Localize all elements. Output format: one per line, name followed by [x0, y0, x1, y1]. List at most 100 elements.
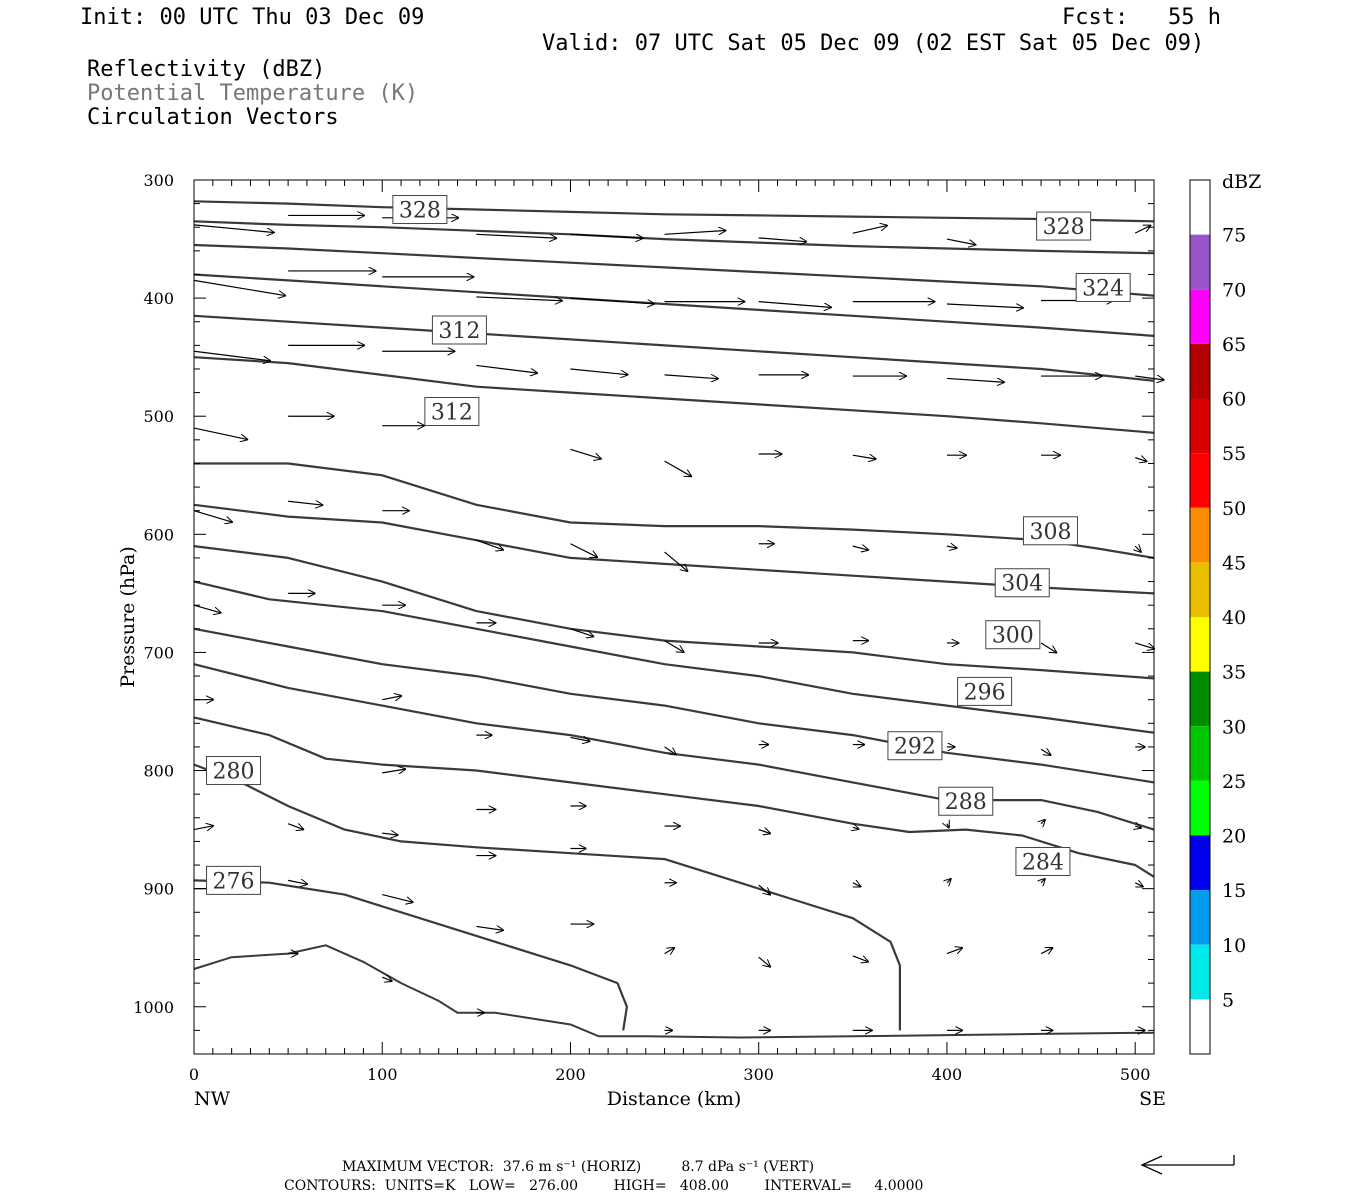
y-tick-label: 500 [143, 407, 174, 426]
contour-label: 308 [1029, 520, 1071, 545]
x-tick-label: 400 [932, 1065, 963, 1084]
circulation-vector [476, 364, 537, 373]
circulation-vector [664, 746, 676, 755]
contour-label: 312 [438, 319, 480, 344]
circulation-vector [1135, 883, 1143, 887]
x-tick-label: 300 [743, 1065, 774, 1084]
contour-label-box [1075, 272, 1131, 302]
contour-label: 328 [399, 199, 441, 224]
isentrope-324 [193, 243, 1155, 297]
circulation-vector [664, 948, 675, 954]
circulation-vector [287, 823, 303, 830]
contour-label-box [957, 676, 1013, 706]
contour-label-box [985, 620, 1041, 650]
circulation-vector [947, 879, 951, 883]
field-potential-temperature: Potential Temperature (K) [87, 81, 419, 106]
circulation-vector [193, 427, 247, 439]
circulation-vector [1040, 948, 1052, 954]
x-tick-label: 500 [1120, 1065, 1151, 1084]
contour-label-box [938, 786, 994, 816]
circulation-vector [1135, 376, 1164, 380]
circulation-vector [288, 501, 322, 505]
circulation-vector [1040, 749, 1051, 755]
contour-label: 312 [431, 400, 473, 425]
circulation-vector [570, 233, 642, 238]
y-tick-label: 300 [143, 171, 174, 190]
circulation-vector [664, 551, 688, 571]
contour-label: 328 [1043, 215, 1085, 240]
legend-swatch [1190, 289, 1210, 344]
x-axis-label: Distance (km) [607, 1088, 742, 1110]
isentrope-312 [193, 356, 1155, 434]
circulation-vector [946, 303, 1023, 308]
circulation-vector [946, 238, 976, 245]
circulation-vector [193, 224, 274, 233]
circulation-vector [758, 301, 831, 308]
circulation-vector [570, 628, 593, 637]
legend-swatch [1190, 999, 1210, 1054]
legend-label: 65 [1222, 334, 1246, 356]
circulation-vector [758, 884, 770, 895]
circulation-vector [1041, 879, 1045, 883]
circulation-vector [852, 955, 868, 962]
circulation-vector [193, 604, 221, 613]
circulation-vector [946, 948, 962, 955]
circulation-vector [570, 297, 654, 304]
legend-label: 25 [1222, 771, 1246, 793]
isentrope-296 [193, 580, 1155, 734]
legend-swatch [1190, 835, 1210, 891]
legend-swatch [1190, 343, 1210, 399]
legend-label: 60 [1222, 389, 1246, 411]
circulation-vector [1135, 826, 1141, 828]
circulation-vector [193, 510, 232, 522]
circulation-vector [853, 883, 861, 887]
legend-frame [1189, 179, 1211, 1055]
circulation-vector [1135, 546, 1141, 552]
contour-label: 284 [1022, 850, 1064, 875]
reference-vector-arrow [1140, 1155, 1235, 1175]
contour-label-box [206, 865, 262, 895]
contour-label-box [1015, 846, 1071, 876]
contour-label-box [887, 731, 943, 761]
surface-boundary [193, 944, 1155, 1039]
isentrope-280 [193, 763, 901, 1031]
circulation-vector [570, 543, 597, 557]
circulation-vector [382, 696, 401, 700]
circulation-vector [193, 350, 270, 361]
legend-swatch [1190, 562, 1210, 617]
circulation-vector [1134, 226, 1150, 234]
circulation-vector [852, 546, 868, 550]
y-tick-label: 400 [143, 289, 174, 308]
contour-label: 288 [945, 790, 987, 815]
legend-swatch [1190, 780, 1210, 836]
circulation-vector [1134, 458, 1146, 462]
circulation-vector [1041, 820, 1045, 824]
circulation-vector [852, 455, 876, 459]
contour-info: CONTOURS: UNITS=K LOW= 276.00 HIGH= 408.… [284, 1178, 924, 1194]
isentrope-304 [193, 503, 1155, 595]
circulation-vector [946, 378, 1004, 382]
legend-label: 5 [1222, 989, 1234, 1011]
circulation-vector [664, 231, 726, 235]
circulation-vector [382, 893, 412, 903]
legend-swatch [1190, 453, 1210, 508]
legend-label: 55 [1222, 443, 1246, 465]
y-tick-label: 800 [143, 762, 174, 781]
isentrope-332 [193, 200, 1155, 223]
init-time: Init: 00 UTC Thu 03 Dec 09 [80, 5, 425, 30]
legend-swatch [1190, 234, 1210, 290]
contour-label-box [206, 756, 262, 786]
legend-label: 15 [1222, 880, 1246, 902]
circulation-vector [193, 279, 285, 295]
legend-swatch [1190, 398, 1210, 454]
contour-labels-layer: 276 280 284 288 292 296 300 304 308 312 312 324 328 3… [206, 195, 1131, 895]
isentrope-320 [193, 273, 1155, 337]
legend-label: 50 [1222, 498, 1246, 520]
y-tick-label: 600 [143, 525, 174, 544]
y-axis-label: Pressure (hPa) [117, 546, 139, 688]
x-tick-label: 0 [189, 1065, 199, 1084]
contour-label: 296 [964, 680, 1006, 705]
circulation-vector [476, 233, 556, 238]
circulation-vector [758, 830, 770, 834]
circulation-vector [382, 833, 397, 835]
